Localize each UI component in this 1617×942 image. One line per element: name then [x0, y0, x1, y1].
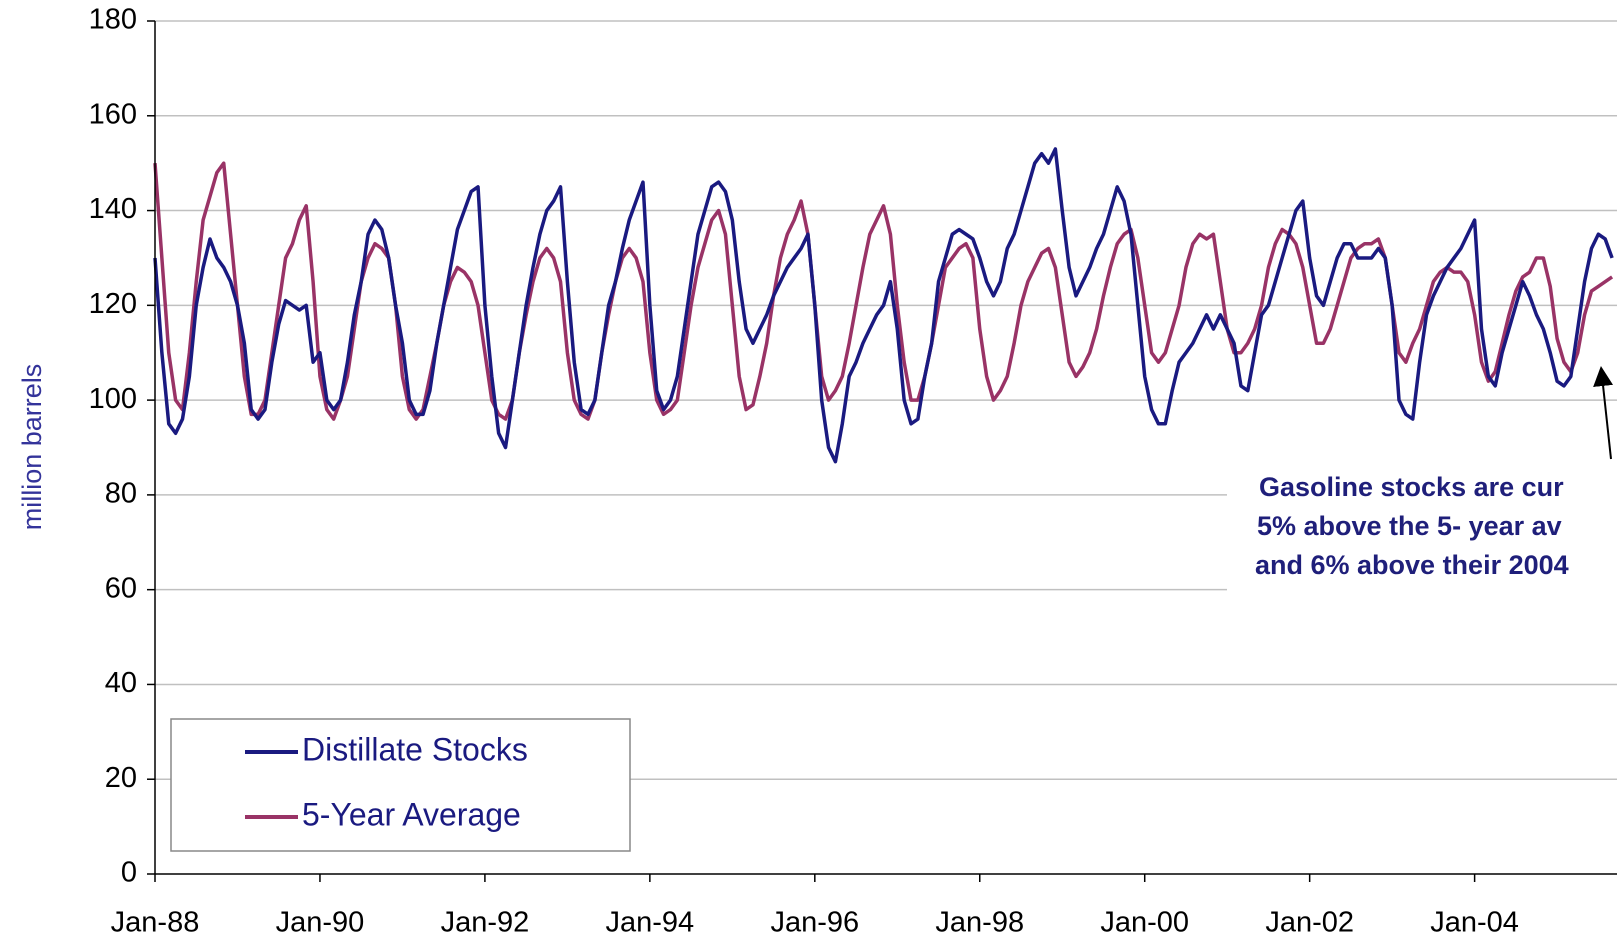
y-tick-label: 0	[121, 857, 137, 889]
annotation: Gasoline stocks are cur 5% above the 5- y…	[1255, 472, 1569, 580]
x-tick-label: Jan-02	[1265, 907, 1354, 939]
x-tick-label: Jan-92	[441, 907, 530, 939]
series-line	[153, 147, 1614, 464]
axes: 0 20 40 60 80 100 120 140 160 180 Jan-88 Jan-90 Jan-…	[89, 4, 1617, 939]
y-tick-label: 140	[89, 193, 137, 225]
x-tick-label: Jan-98	[935, 907, 1024, 939]
annotation-text: Gasoline stocks are cur	[1259, 472, 1564, 502]
x-tick-label: Jan-94	[606, 907, 695, 939]
y-axis-label: million barrels	[17, 364, 47, 531]
grid	[155, 20, 1617, 780]
annotation-text: and 6% above their 2004	[1255, 550, 1569, 580]
annotation-background	[1227, 462, 1617, 592]
plot-lines	[153, 147, 1614, 464]
legend-label: 5-Year Average	[302, 796, 521, 832]
annotation-arrow	[1593, 366, 1614, 460]
y-tick-label: 160	[89, 98, 137, 130]
y-tick-label: 80	[105, 478, 137, 510]
y-tick-label: 180	[89, 4, 137, 36]
annotation-text: 5% above the 5- year av	[1257, 511, 1562, 541]
x-tick-label: Jan-04	[1430, 907, 1519, 939]
y-tick-label: 120	[89, 288, 137, 320]
y-tick-label: 40	[105, 667, 137, 699]
x-tick-label: Jan-90	[276, 907, 365, 939]
legend: Distillate Stocks 5-Year Average	[245, 731, 528, 832]
legend-label: Distillate Stocks	[302, 731, 528, 767]
y-tick-label: 20	[105, 762, 137, 794]
x-tick-label: Jan-00	[1100, 907, 1189, 939]
series-line	[153, 161, 1614, 421]
x-tick-label: Jan-96	[770, 907, 859, 939]
x-tick-label: Jan-88	[111, 907, 200, 939]
legend-box	[170, 718, 631, 852]
y-tick-label: 60	[105, 572, 137, 604]
y-tick-label: 100	[89, 383, 137, 415]
